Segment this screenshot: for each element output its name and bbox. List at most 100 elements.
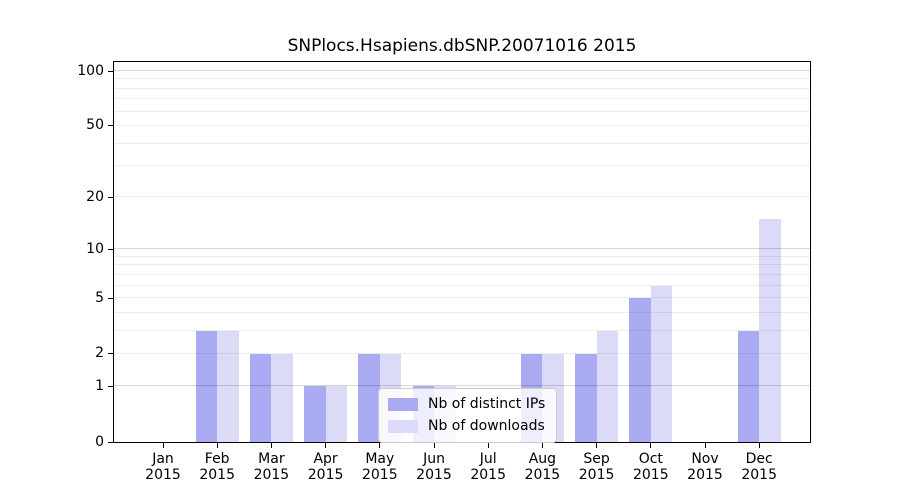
x-tick-aug	[541, 443, 543, 448]
x-tick-year-aug: 2015	[524, 467, 561, 483]
x-tick-mar	[270, 443, 272, 448]
legend-label-downloads: Nb of downloads	[428, 418, 545, 434]
x-tick-label-aug: Aug 2015	[507, 451, 577, 483]
bar-downloads-feb	[217, 330, 239, 442]
gridline-y-50	[114, 124, 810, 126]
legend: Nb of distinct IPs Nb of downloads	[378, 388, 558, 443]
x-tick-jan	[162, 443, 164, 448]
x-tick-year-feb: 2015	[199, 467, 235, 483]
y-tick-label-100: 100	[77, 62, 104, 79]
x-tick-sep	[596, 443, 598, 448]
x-tick-may	[379, 443, 381, 448]
x-tick-label-mar: Mar 2015	[236, 451, 306, 483]
bar-ips-feb	[195, 330, 218, 442]
x-tick-month-nov: Nov	[691, 451, 719, 467]
gridline-y-1	[114, 385, 810, 387]
x-tick-month-dec: Dec	[745, 451, 773, 467]
x-tick-dec	[758, 443, 760, 448]
x-tick-label-apr: Apr 2015	[291, 451, 361, 483]
gridline-y-80	[114, 87, 810, 89]
bar-downloads-dec	[759, 219, 781, 442]
legend-label-distinct-ips: Nb of distinct IPs	[428, 396, 546, 412]
bar-ips-dec	[737, 330, 760, 442]
x-tick-year-apr: 2015	[307, 467, 344, 483]
x-tick-year-jan: 2015	[145, 467, 181, 483]
y-tick-label-10: 10	[86, 240, 104, 257]
x-tick-month-may: May	[365, 451, 395, 467]
plot-area: Nb of distinct IPs Nb of downloads	[113, 61, 811, 443]
x-tick-month-jul: Jul	[479, 451, 497, 467]
x-tick-month-jan: Jan	[152, 451, 174, 467]
legend-entry-downloads: Nb of downloads	[388, 418, 545, 435]
x-tick-label-jul: Jul 2015	[453, 451, 523, 483]
x-tick-year-jul: 2015	[470, 467, 506, 483]
y-tick-label-0: 0	[95, 433, 104, 450]
bar-ips-oct	[629, 298, 651, 442]
gridline-y-8	[114, 264, 810, 266]
x-tick-year-nov: 2015	[687, 467, 723, 483]
legend-swatch-distinct-ips	[388, 398, 418, 411]
x-tick-month-oct: Oct	[638, 451, 663, 467]
x-tick-jun	[433, 443, 435, 448]
y-tick-label-1: 1	[95, 377, 104, 394]
y-tick-1	[108, 385, 113, 387]
y-tick-100	[108, 70, 113, 72]
x-tick-oct	[650, 443, 652, 448]
y-tick-20	[108, 196, 113, 198]
x-tick-label-may: May 2015	[345, 451, 415, 483]
gridline-y-5	[114, 297, 810, 298]
bar-downloads-mar	[271, 353, 293, 442]
y-tick-0	[108, 441, 113, 443]
gridline-y-20	[114, 196, 810, 198]
y-tick-50	[108, 125, 113, 127]
gridline-y-6	[114, 284, 810, 286]
x-tick-label-dec: Dec 2015	[724, 451, 794, 483]
gridline-y-30	[114, 165, 810, 166]
x-tick-year-mar: 2015	[253, 467, 290, 483]
y-tick-label-5: 5	[95, 289, 104, 306]
bar-downloads-apr	[325, 386, 348, 442]
bar-ips-mar	[249, 353, 272, 442]
x-tick-month-aug: Aug	[528, 451, 557, 467]
bar-downloads-sep	[596, 330, 619, 442]
gridline-y-7	[114, 273, 810, 275]
y-tick-label-20: 20	[86, 188, 104, 205]
x-tick-label-sep: Sep 2015	[562, 451, 632, 483]
x-tick-year-sep: 2015	[578, 467, 615, 483]
gridline-y-100	[114, 70, 810, 71]
bar-downloads-oct	[650, 285, 673, 442]
x-tick-month-jun: Jun	[423, 451, 445, 467]
chart-title: SNPlocs.Hsapiens.dbSNP.20071016 2015	[287, 36, 637, 56]
y-tick-10	[108, 248, 113, 250]
legend-entry-distinct-ips: Nb of distinct IPs	[388, 396, 545, 413]
bar-ips-apr	[304, 386, 326, 442]
x-tick-month-sep: Sep	[583, 451, 610, 467]
gridline-y-2	[114, 352, 810, 354]
x-tick-apr	[325, 443, 327, 448]
x-tick-label-jan: Jan 2015	[128, 451, 198, 483]
x-tick-year-jun: 2015	[416, 467, 452, 483]
x-tick-month-apr: Apr	[313, 451, 338, 467]
y-tick-2	[108, 353, 113, 355]
bar-ips-may	[358, 353, 380, 442]
x-tick-year-may: 2015	[361, 467, 398, 483]
y-tick-5	[108, 297, 113, 299]
x-tick-jul	[487, 443, 489, 448]
x-tick-label-oct: Oct 2015	[616, 451, 686, 483]
y-tick-label-50: 50	[86, 117, 104, 134]
gridline-y-9	[114, 255, 810, 257]
x-tick-year-dec: 2015	[741, 467, 777, 483]
x-tick-label-jun: Jun 2015	[399, 451, 469, 483]
x-tick-month-mar: Mar	[258, 451, 285, 467]
bar-ips-sep	[575, 353, 597, 442]
x-tick-feb	[216, 443, 218, 448]
gridline-y-10	[114, 248, 810, 250]
gridline-y-40	[114, 142, 810, 144]
x-tick-nov	[704, 443, 706, 448]
x-tick-label-feb: Feb 2015	[182, 451, 252, 483]
legend-swatch-downloads	[388, 420, 418, 433]
x-tick-year-oct: 2015	[632, 467, 669, 483]
y-tick-label-2: 2	[95, 345, 104, 362]
x-tick-month-feb: Feb	[204, 451, 230, 467]
